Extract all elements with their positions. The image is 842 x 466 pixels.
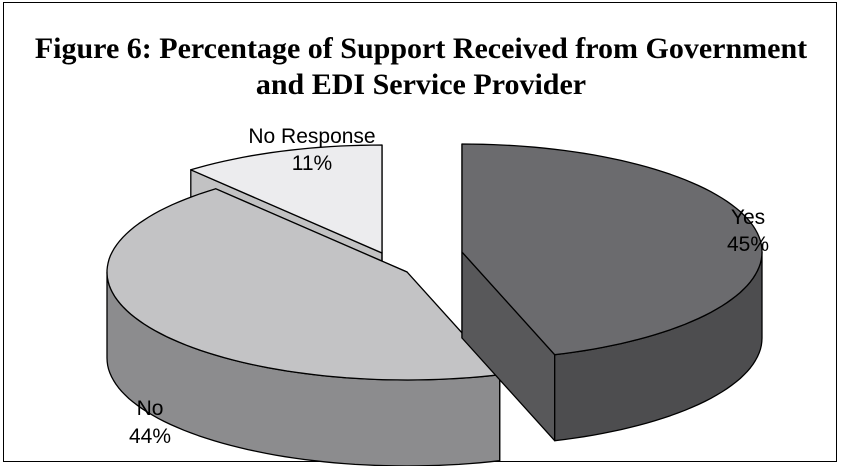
slice-label-no-response-value: 11%: [292, 152, 332, 175]
chart-title-line-1: Figure 6: Percentage of Support Received…: [34, 32, 808, 65]
slice-label-yes-name: Yes: [731, 206, 765, 229]
slice-no: [106, 188, 501, 466]
slice-label-no-response-name: No Response: [248, 125, 375, 148]
slice-yes-top: [461, 143, 763, 356]
pie-slices: [106, 143, 763, 466]
chart-title-line-2: and EDI Service Provider: [255, 68, 587, 101]
slice-label-no-value: 44%: [129, 425, 171, 448]
slice-no-top: [106, 188, 501, 381]
slice-yes: [461, 143, 763, 442]
slice-label-yes-value: 45%: [727, 233, 769, 256]
slice-label-no-name: No: [137, 397, 164, 420]
slice-no-response-top: [190, 144, 383, 254]
chart-title: Figure 6: Percentage of Support Received…: [4, 31, 838, 103]
